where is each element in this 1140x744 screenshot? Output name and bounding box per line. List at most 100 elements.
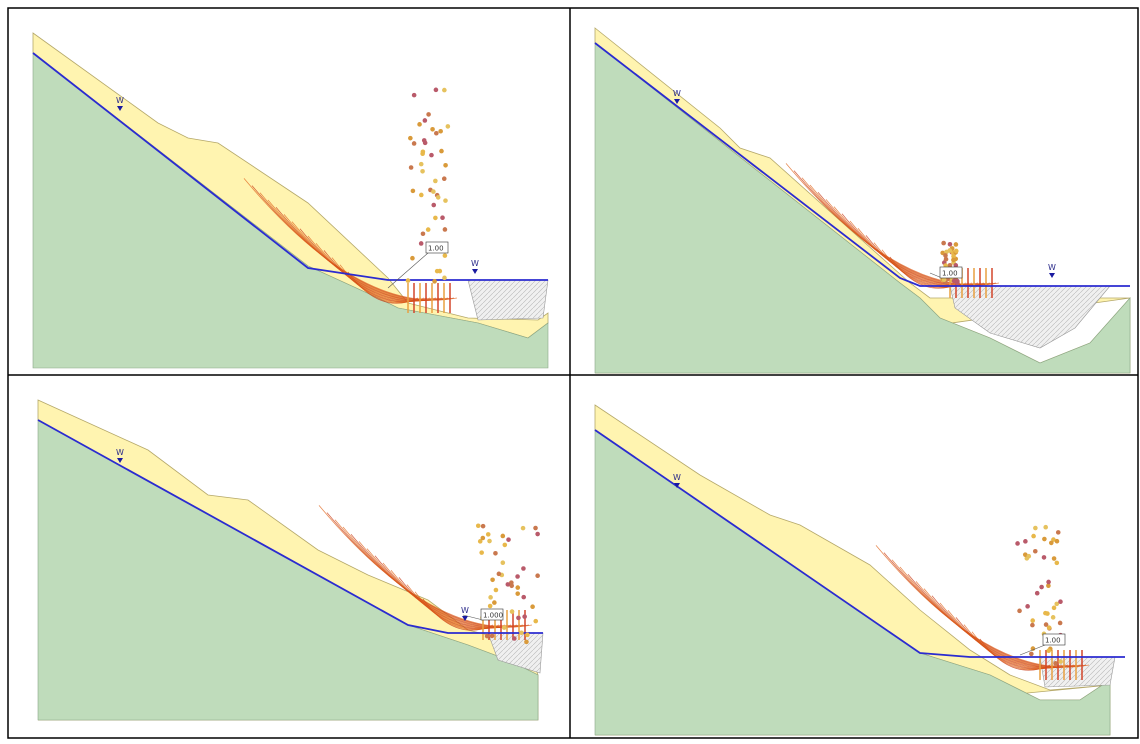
water-label: W <box>116 448 124 457</box>
slip-center <box>419 241 424 246</box>
slip-center <box>420 151 425 156</box>
slip-center <box>512 636 517 641</box>
slip-center <box>1043 611 1048 616</box>
slip-center <box>502 625 507 630</box>
slip-center <box>521 526 526 531</box>
slip-center <box>1025 604 1030 609</box>
slip-center <box>431 203 436 208</box>
slip-center <box>493 551 498 556</box>
slip-center <box>426 227 431 232</box>
slip-center <box>1047 625 1052 630</box>
slip-center <box>954 249 959 254</box>
fs-label: 1.000 <box>483 612 503 620</box>
slope-panel: 1.00 W <box>595 405 1125 735</box>
slip-center <box>533 619 538 624</box>
slip-center <box>412 141 417 146</box>
slip-center <box>515 585 520 590</box>
slip-center <box>1043 525 1048 530</box>
slip-center <box>436 195 441 200</box>
slip-center <box>1033 549 1038 554</box>
slip-center <box>486 532 491 537</box>
slip-center <box>510 609 515 614</box>
slip-center <box>954 242 959 247</box>
figure: 1.00WW1.00WW1.000WW1.00W <box>0 0 1140 740</box>
slip-center <box>501 534 506 539</box>
slip-center <box>417 122 422 127</box>
slip-center <box>442 88 447 93</box>
slip-center <box>1029 652 1034 657</box>
slip-center <box>433 216 438 221</box>
slip-center <box>421 231 426 236</box>
slip-center <box>951 258 956 263</box>
slip-center <box>1026 554 1031 559</box>
slip-center <box>1035 591 1040 596</box>
slip-center <box>419 193 424 198</box>
slip-center <box>1042 555 1047 560</box>
slip-center <box>947 248 952 253</box>
slip-center <box>1042 537 1047 542</box>
slip-center <box>439 149 444 154</box>
slip-center <box>948 242 953 247</box>
slip-center <box>409 165 414 170</box>
slip-center <box>420 169 425 174</box>
fs-label: 1.00 <box>942 270 958 278</box>
slip-center <box>437 269 442 274</box>
slip-center <box>446 124 451 129</box>
slip-center <box>1055 561 1060 566</box>
slip-center <box>1039 585 1044 590</box>
slip-center <box>1058 599 1063 604</box>
slip-center <box>521 566 526 571</box>
slip-center <box>443 163 448 168</box>
water-label: W <box>1048 263 1056 272</box>
slip-center <box>535 573 540 578</box>
slip-center <box>506 537 511 542</box>
slip-center <box>1030 618 1035 623</box>
slip-center <box>535 532 540 537</box>
slip-center <box>1033 526 1038 531</box>
slip-center <box>521 595 526 600</box>
slip-center <box>1023 539 1028 544</box>
slip-center <box>485 634 490 639</box>
slip-center <box>533 526 538 531</box>
slip-center <box>434 88 439 93</box>
fs-label: 1.00 <box>428 245 444 253</box>
slip-center <box>443 227 448 232</box>
slip-center <box>1046 648 1051 653</box>
slip-center <box>1017 609 1022 614</box>
slip-center <box>1056 530 1061 535</box>
slip-center <box>406 278 411 283</box>
slip-center <box>443 253 448 258</box>
slip-center <box>1030 623 1035 628</box>
slip-center <box>1055 539 1060 544</box>
slip-center <box>443 198 448 203</box>
fs-label: 1.00 <box>1045 637 1061 645</box>
slip-center <box>479 550 484 555</box>
water-marker <box>1049 273 1055 278</box>
slip-center <box>943 253 948 258</box>
bedrock <box>38 420 538 720</box>
slip-center <box>515 574 520 579</box>
slip-center <box>497 572 502 577</box>
slip-center <box>423 118 428 123</box>
slip-center <box>434 131 439 136</box>
slip-center <box>429 153 434 158</box>
slip-center <box>524 640 529 645</box>
slip-center <box>487 539 492 544</box>
slope-panel: 1.000WW <box>38 400 543 720</box>
slip-center <box>530 604 535 609</box>
slope-panel: 1.00 W W <box>33 33 548 368</box>
slip-center <box>522 614 527 619</box>
water-label: W <box>116 96 124 105</box>
slip-center <box>501 560 506 565</box>
reservoir <box>468 280 548 320</box>
slip-center <box>1051 615 1056 620</box>
water-label: W <box>673 473 681 482</box>
slip-center <box>488 595 493 600</box>
slip-center <box>1031 534 1036 539</box>
slip-center <box>1046 580 1051 585</box>
slip-center <box>492 600 497 605</box>
slip-center <box>432 279 437 284</box>
water-label: W <box>471 259 479 268</box>
slip-center <box>1053 661 1058 666</box>
slip-center <box>410 256 415 261</box>
